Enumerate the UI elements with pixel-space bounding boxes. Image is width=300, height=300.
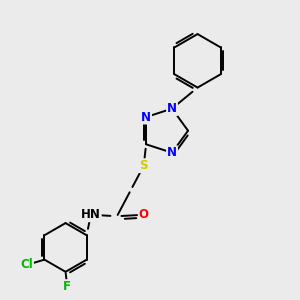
Text: N: N	[167, 102, 177, 115]
Text: N: N	[141, 111, 151, 124]
Text: F: F	[63, 280, 71, 293]
Text: N: N	[167, 146, 177, 159]
Text: Cl: Cl	[20, 258, 33, 271]
Text: HN: HN	[81, 208, 101, 221]
Text: S: S	[140, 159, 148, 172]
Text: O: O	[139, 208, 149, 221]
